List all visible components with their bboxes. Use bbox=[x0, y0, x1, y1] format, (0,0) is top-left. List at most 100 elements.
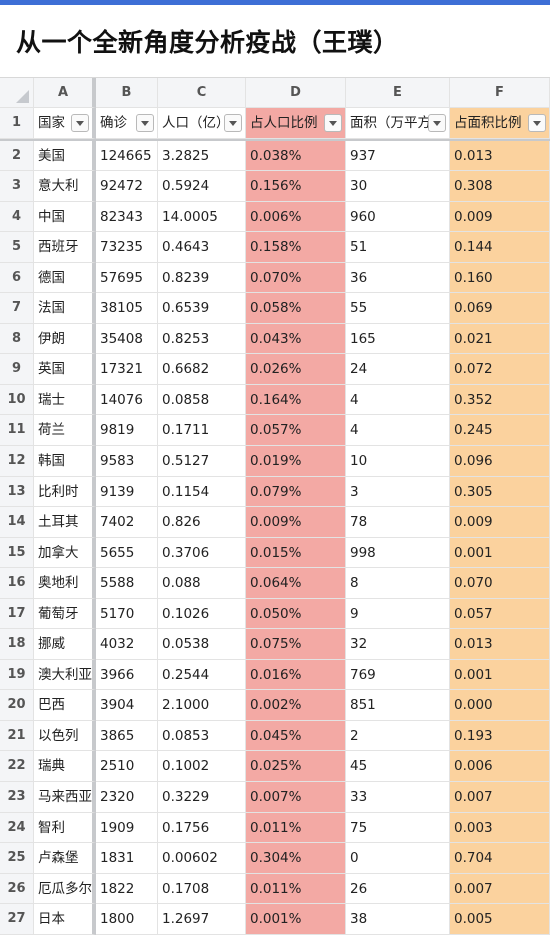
cell-area-ratio[interactable]: 0.352 bbox=[450, 384, 550, 416]
cell-country[interactable]: 卢森堡 bbox=[34, 843, 96, 874]
cell-population[interactable]: 2.1000 bbox=[158, 690, 246, 721]
row-number[interactable]: 26 bbox=[0, 873, 34, 905]
cell-confirmed[interactable]: 57695 bbox=[96, 262, 158, 294]
cell-country[interactable]: 比利时 bbox=[34, 476, 96, 508]
cell-pop-ratio[interactable]: 0.007% bbox=[246, 782, 346, 813]
cell-pop-ratio[interactable]: 0.006% bbox=[246, 201, 346, 233]
cell-area-ratio[interactable]: 0.009 bbox=[450, 507, 550, 538]
cell-country[interactable]: 中国 bbox=[34, 201, 96, 233]
cell-area[interactable]: 165 bbox=[346, 323, 450, 355]
cell-population[interactable]: 0.2544 bbox=[158, 659, 246, 691]
cell-confirmed[interactable]: 4032 bbox=[96, 629, 158, 660]
row-number[interactable]: 18 bbox=[0, 629, 34, 660]
cell-country[interactable]: 葡萄牙 bbox=[34, 598, 96, 630]
cell-confirmed[interactable]: 1831 bbox=[96, 843, 158, 874]
row-number[interactable]: 9 bbox=[0, 354, 34, 385]
cell-pop-ratio[interactable]: 0.064% bbox=[246, 568, 346, 599]
header-cell-population[interactable]: 人口（亿） bbox=[158, 108, 246, 139]
cell-country[interactable]: 美国 bbox=[34, 140, 96, 172]
spreadsheet[interactable]: A B C D E F 1 国家 确诊 人口（亿） 占人口比例 面积（万平方 占… bbox=[0, 78, 550, 935]
cell-country[interactable]: 智利 bbox=[34, 812, 96, 844]
column-header-c[interactable]: C bbox=[158, 78, 246, 108]
cell-area[interactable]: 998 bbox=[346, 537, 450, 569]
cell-confirmed[interactable]: 73235 bbox=[96, 232, 158, 263]
header-cell-area[interactable]: 面积（万平方 bbox=[346, 108, 450, 139]
filter-dropdown-icon[interactable] bbox=[428, 114, 446, 132]
cell-country[interactable]: 德国 bbox=[34, 262, 96, 294]
cell-area[interactable]: 851 bbox=[346, 690, 450, 721]
row-number[interactable]: 20 bbox=[0, 690, 34, 721]
row-number[interactable]: 11 bbox=[0, 415, 34, 447]
cell-area-ratio[interactable]: 0.001 bbox=[450, 659, 550, 691]
cell-population[interactable]: 14.0005 bbox=[158, 201, 246, 233]
cell-pop-ratio[interactable]: 0.043% bbox=[246, 323, 346, 355]
cell-country[interactable]: 伊朗 bbox=[34, 323, 96, 355]
cell-confirmed[interactable]: 3865 bbox=[96, 720, 158, 752]
column-header-a[interactable]: A bbox=[34, 78, 96, 108]
cell-population[interactable]: 0.1154 bbox=[158, 476, 246, 508]
cell-pop-ratio[interactable]: 0.050% bbox=[246, 598, 346, 630]
cell-area[interactable]: 33 bbox=[346, 782, 450, 813]
cell-area-ratio[interactable]: 0.007 bbox=[450, 782, 550, 813]
cell-pop-ratio[interactable]: 0.025% bbox=[246, 751, 346, 783]
cell-population[interactable]: 0.0853 bbox=[158, 720, 246, 752]
cell-confirmed[interactable]: 2320 bbox=[96, 782, 158, 813]
cell-country[interactable]: 以色列 bbox=[34, 720, 96, 752]
filter-dropdown-icon[interactable] bbox=[71, 114, 89, 132]
cell-population[interactable]: 0.4643 bbox=[158, 232, 246, 263]
cell-pop-ratio[interactable]: 0.156% bbox=[246, 171, 346, 202]
cell-area[interactable]: 4 bbox=[346, 415, 450, 447]
cell-confirmed[interactable]: 2510 bbox=[96, 751, 158, 783]
cell-population[interactable]: 0.0538 bbox=[158, 629, 246, 660]
cell-area[interactable]: 75 bbox=[346, 812, 450, 844]
column-header-f[interactable]: F bbox=[450, 78, 550, 108]
cell-country[interactable]: 荷兰 bbox=[34, 415, 96, 447]
cell-country[interactable]: 加拿大 bbox=[34, 537, 96, 569]
cell-confirmed[interactable]: 17321 bbox=[96, 354, 158, 385]
cell-pop-ratio[interactable]: 0.038% bbox=[246, 140, 346, 172]
cell-population[interactable]: 1.2697 bbox=[158, 904, 246, 935]
row-number[interactable]: 17 bbox=[0, 598, 34, 630]
cell-population[interactable]: 0.5924 bbox=[158, 171, 246, 202]
row-number[interactable]: 1 bbox=[0, 108, 34, 139]
cell-area-ratio[interactable]: 0.003 bbox=[450, 812, 550, 844]
cell-confirmed[interactable]: 9819 bbox=[96, 415, 158, 447]
cell-confirmed[interactable]: 5170 bbox=[96, 598, 158, 630]
cell-population[interactable]: 0.5127 bbox=[158, 446, 246, 477]
row-number[interactable]: 19 bbox=[0, 659, 34, 691]
cell-pop-ratio[interactable]: 0.075% bbox=[246, 629, 346, 660]
cell-country[interactable]: 瑞典 bbox=[34, 751, 96, 783]
filter-dropdown-icon[interactable] bbox=[528, 114, 546, 132]
cell-confirmed[interactable]: 124665 bbox=[96, 140, 158, 172]
cell-pop-ratio[interactable]: 0.002% bbox=[246, 690, 346, 721]
cell-country[interactable]: 西班牙 bbox=[34, 232, 96, 263]
row-number[interactable]: 21 bbox=[0, 720, 34, 752]
cell-area-ratio[interactable]: 0.160 bbox=[450, 262, 550, 294]
cell-area[interactable]: 769 bbox=[346, 659, 450, 691]
cell-population[interactable]: 0.0858 bbox=[158, 384, 246, 416]
cell-confirmed[interactable]: 9139 bbox=[96, 476, 158, 508]
row-number[interactable]: 12 bbox=[0, 446, 34, 477]
cell-area[interactable]: 30 bbox=[346, 171, 450, 202]
cell-country[interactable]: 意大利 bbox=[34, 171, 96, 202]
cell-population[interactable]: 3.2825 bbox=[158, 140, 246, 172]
cell-country[interactable]: 马来西亚 bbox=[34, 782, 96, 813]
cell-pop-ratio[interactable]: 0.304% bbox=[246, 843, 346, 874]
cell-area-ratio[interactable]: 0.245 bbox=[450, 415, 550, 447]
cell-area-ratio[interactable]: 0.007 bbox=[450, 873, 550, 905]
row-number[interactable]: 5 bbox=[0, 232, 34, 263]
row-number[interactable]: 16 bbox=[0, 568, 34, 599]
row-number[interactable]: 27 bbox=[0, 904, 34, 935]
cell-area-ratio[interactable]: 0.704 bbox=[450, 843, 550, 874]
cell-population[interactable]: 0.1711 bbox=[158, 415, 246, 447]
cell-population[interactable]: 0.00602 bbox=[158, 843, 246, 874]
cell-country[interactable]: 土耳其 bbox=[34, 507, 96, 538]
cell-country[interactable]: 澳大利亚 bbox=[34, 659, 96, 691]
cell-area[interactable]: 24 bbox=[346, 354, 450, 385]
row-number[interactable]: 8 bbox=[0, 323, 34, 355]
cell-pop-ratio[interactable]: 0.011% bbox=[246, 873, 346, 905]
cell-confirmed[interactable]: 9583 bbox=[96, 446, 158, 477]
cell-population[interactable]: 0.6682 bbox=[158, 354, 246, 385]
header-cell-area-ratio[interactable]: 占面积比例 bbox=[450, 108, 550, 139]
cell-pop-ratio[interactable]: 0.070% bbox=[246, 262, 346, 294]
